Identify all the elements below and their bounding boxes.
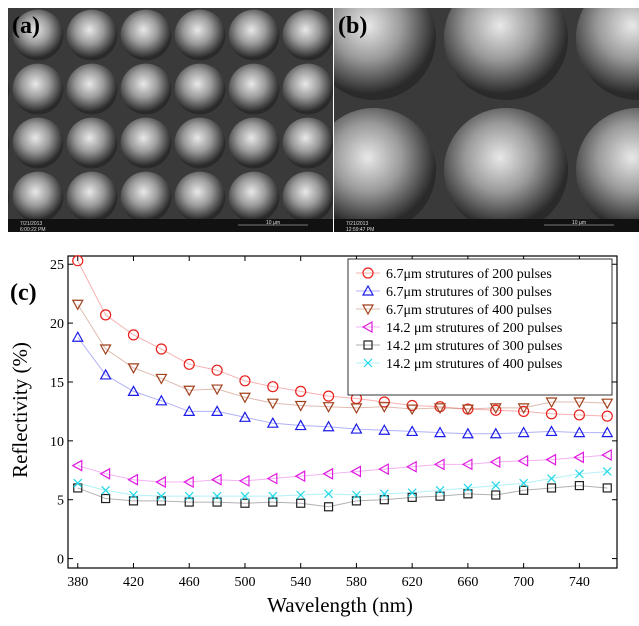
x-tick-label: 380: [67, 575, 88, 590]
structure: [13, 64, 64, 115]
structure: [229, 226, 280, 277]
y-tick-label: 0: [57, 553, 64, 568]
structure: [175, 226, 226, 277]
x-axis-title: Wavelength (nm): [267, 593, 413, 617]
structure: [67, 64, 118, 115]
sem-images: 7/21/20136:00:22 PM10 µm7/21/201312:59:4…: [0, 0, 639, 496]
x-tick-label: 580: [346, 575, 367, 590]
legend-label: 6.7μm strutures of 400 pulses: [386, 303, 552, 318]
legend-label: 14.2 μm strutures of 300 pulses: [386, 339, 562, 354]
panel-label: (a): [12, 13, 40, 39]
y-tick-label: 10: [50, 435, 64, 450]
x-tick-label: 500: [234, 575, 255, 590]
structure: [175, 118, 226, 169]
info-text: 12:59:47 PM: [346, 227, 374, 233]
x-tick-label: 540: [290, 575, 311, 590]
y-tick-label: 15: [50, 376, 64, 391]
structure: [444, 108, 568, 232]
structure: [337, 0, 388, 6]
structure: [67, 118, 118, 169]
structure: [67, 10, 118, 61]
structure: [229, 172, 280, 223]
legend-label: 6.7μm strutures of 200 pulses: [386, 267, 552, 282]
legend-label: 14.2 μm strutures of 400 pulses: [386, 357, 562, 372]
structure: [175, 64, 226, 115]
structure: [67, 172, 118, 223]
info-bar: [334, 219, 639, 232]
structure: [175, 10, 226, 61]
structure: [180, 240, 304, 364]
y-tick-label: 25: [50, 258, 64, 273]
structure: [13, 172, 64, 223]
x-tick-label: 700: [513, 575, 534, 590]
panel-label: (c): [10, 280, 37, 306]
info-text: 10 µm: [572, 220, 586, 226]
structure: [121, 172, 172, 223]
structure: [229, 10, 280, 61]
structure: [175, 172, 226, 223]
structure: [0, 172, 9, 223]
structure: [175, 280, 226, 331]
structure: [229, 118, 280, 169]
x-tick-label: 620: [402, 575, 423, 590]
panel-label: (b): [338, 13, 367, 39]
structure: [67, 0, 118, 6]
structure: [0, 118, 9, 169]
structure: [121, 10, 172, 61]
marker: [74, 479, 82, 487]
structure: [283, 280, 334, 331]
structure: [0, 280, 9, 331]
structure: [0, 0, 9, 6]
structure: [0, 64, 9, 115]
legend-label: 6.7μm strutures of 300 pulses: [386, 285, 552, 300]
structure: [13, 0, 64, 6]
structure: [175, 0, 226, 6]
structure: [121, 280, 172, 331]
structure: [0, 10, 9, 61]
structure: [0, 226, 9, 277]
structure: [283, 226, 334, 277]
structure: [121, 64, 172, 115]
structure: [283, 0, 334, 6]
x-tick-label: 460: [179, 575, 200, 590]
structure: [229, 280, 280, 331]
y-axis-title: Reflectivity (%): [8, 342, 32, 478]
info-text: 10 µm: [266, 220, 280, 226]
legend: 6.7μm strutures of 200 pulses 6.7μm strut…: [348, 259, 612, 395]
structure: [283, 172, 334, 223]
sem-image: 7/21/20136:00:22 PM10 µm: [0, 0, 387, 330]
info-bar: [8, 219, 333, 232]
structure: [283, 10, 334, 61]
x-tick-label: 420: [123, 575, 144, 590]
x-tick-label: 660: [457, 575, 478, 590]
y-tick-label: 5: [57, 494, 64, 509]
structure: [283, 118, 334, 169]
marker: [73, 332, 83, 341]
marker: [73, 461, 82, 471]
structure: [121, 226, 172, 277]
marker: [602, 399, 612, 408]
x-tick-label: 740: [569, 575, 590, 590]
structure: [121, 118, 172, 169]
structure: [67, 280, 118, 331]
structure: [229, 0, 280, 6]
figure: 7/21/20136:00:22 PM10 µm7/21/201312:59:4…: [0, 0, 639, 626]
y-tick-label: 20: [50, 317, 64, 332]
structure: [121, 0, 172, 6]
structure: [229, 64, 280, 115]
structure: [283, 64, 334, 115]
info-text: 6:00:22 PM: [20, 227, 46, 233]
structure: [67, 226, 118, 277]
legend-label: 14.2 μm strutures of 200 pulses: [386, 321, 562, 336]
structure: [13, 118, 64, 169]
chart: 0 5 10 15 20 25 380 420 460 500 540 580 620 660 700 740…: [50, 256, 617, 590]
